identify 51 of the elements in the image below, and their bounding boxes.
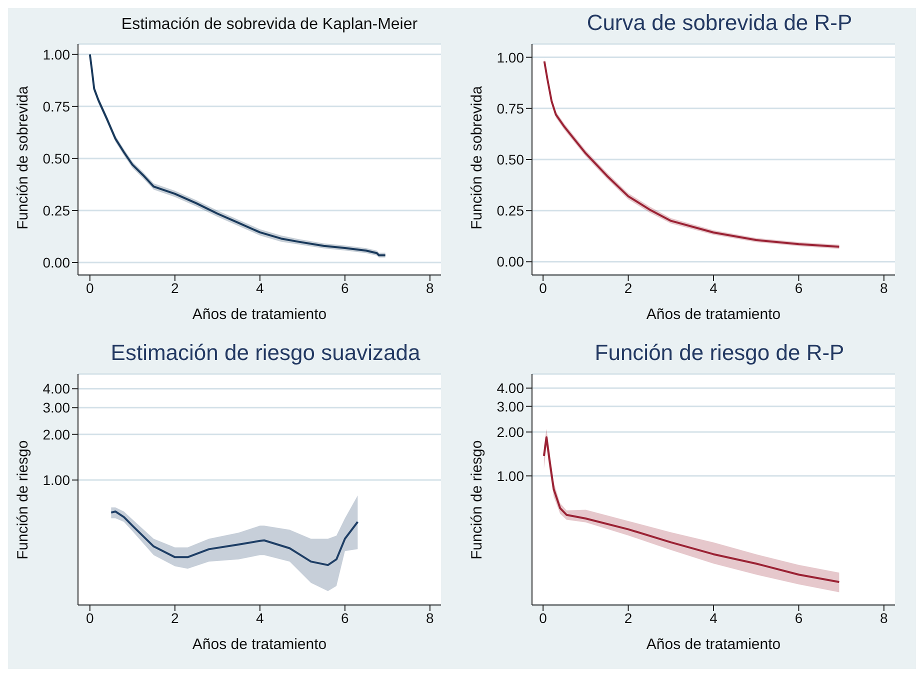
y-tick-label: 0.75 [496,100,524,116]
y-tick-label: 1.00 [496,468,524,484]
y-tick-label: 0.75 [42,98,70,114]
y-tick-label: 1.00 [496,49,524,66]
y-tick-label: 0.50 [42,150,70,166]
x-axis-title: Años de tratamiento [646,636,781,653]
y-tick-label: 0.25 [496,202,524,219]
y-tick-label: 2.00 [496,424,524,440]
x-tick-label: 2 [171,610,180,626]
x-tick-label: 0 [539,610,548,626]
y-tick-label: 2.00 [42,426,70,442]
line-series [110,510,359,566]
y-tick-label: 3.00 [496,398,524,414]
y-tick-label: 0.00 [42,254,70,270]
y-axis-title: Función de sobrevida [14,85,32,230]
x-tick-label: 8 [426,610,434,626]
x-tick-label: 8 [880,610,888,626]
x-axis-title: Años de tratamiento [192,636,327,653]
y-tick-label: 3.00 [42,400,70,416]
y-axis-title: Función de riesgo [468,440,486,560]
x-tick-label: 4 [256,280,264,296]
y-tick-label: 0.00 [496,254,524,270]
x-tick-label: 6 [794,280,803,296]
y-tick-label: 4.00 [496,380,524,396]
x-tick-label: 8 [426,280,434,296]
y-axis-title: Función de sobrevida [468,85,486,230]
x-tick-label: 4 [710,280,718,296]
y-axis-title: Función de riesgo [14,440,32,560]
y-tick-label: 0.25 [42,202,70,218]
y-tick-label: 4.00 [42,380,70,397]
chart-title: Estimación de riesgo suavizada [110,340,422,366]
chart-title: Curva de sobrevida de R-P [586,10,854,36]
x-tick-label: 4 [710,610,718,626]
x-tick-label: 4 [256,610,264,626]
x-tick-label: 0 [539,280,548,296]
x-tick-label: 2 [624,280,632,296]
x-tick-label: 6 [341,280,350,296]
y-tick-label: 1.00 [42,472,70,488]
y-tick-label: 1.00 [42,46,70,62]
x-tick-label: 8 [880,280,888,296]
x-tick-label: 6 [794,610,803,626]
x-tick-label: 6 [341,610,350,626]
x-tick-label: 0 [86,610,94,626]
chart-title: Estimación de sobrevida de Kaplan-Meier [120,16,419,34]
x-axis-title: Años de tratamiento [646,306,781,323]
x-tick-label: 2 [624,610,632,626]
y-tick-label: 0.50 [496,151,524,168]
x-tick-label: 0 [86,280,94,296]
x-tick-label: 2 [171,280,180,296]
chart-title: Función de riesgo de R-P [594,340,846,366]
x-axis-title: Años de tratamiento [192,306,327,323]
